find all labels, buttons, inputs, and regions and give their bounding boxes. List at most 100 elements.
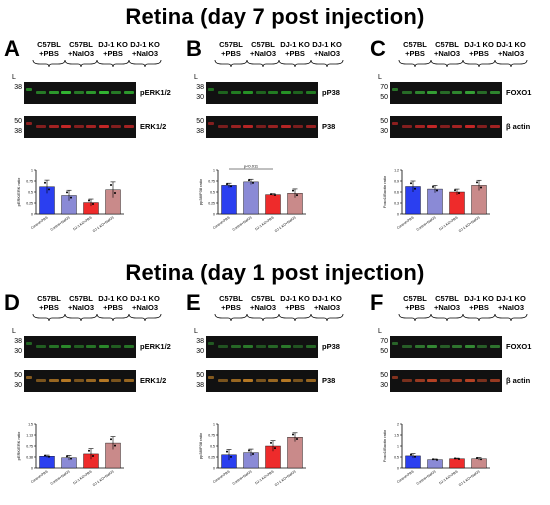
lane-label: C57BL +PBS xyxy=(219,294,243,312)
mw-marker: 38 xyxy=(196,84,204,91)
x-tick-label: DJ-1 KO+NaIO3 xyxy=(458,469,481,487)
brace-path xyxy=(214,59,248,67)
blot-label-top: pERK1/2 xyxy=(140,88,171,97)
data-point xyxy=(454,457,456,460)
blot-top xyxy=(390,336,502,358)
panel-letter: A xyxy=(4,36,20,61)
panel-d: D C57BL +PBS C57BL +NaIO3 DJ-1 KO +PBS DJ-1 … xyxy=(4,290,184,505)
protein-band xyxy=(439,345,450,348)
protein-band xyxy=(452,379,462,382)
brace-path xyxy=(64,313,98,321)
mw-marker: 50 xyxy=(14,372,22,379)
protein-band xyxy=(48,91,59,94)
lane-label: DJ-1 KO +PBS xyxy=(464,40,494,58)
protein-band xyxy=(280,91,291,94)
lane-label: DJ-1 KO +NaIO3 xyxy=(312,294,342,312)
x-tick-label: DJ-1 KO+PBS xyxy=(438,469,459,485)
protein-band xyxy=(439,91,450,94)
blot-top xyxy=(390,82,502,104)
lane-brace xyxy=(494,313,528,321)
bar xyxy=(265,194,281,215)
lane-label: C57BL +NaIO3 xyxy=(433,294,461,312)
blot-label-top: FOXO1 xyxy=(506,342,532,351)
data-point xyxy=(414,187,416,190)
x-tick-label: DJ-1 KO+PBS xyxy=(254,215,275,231)
brace-path xyxy=(398,59,432,67)
lane-label: DJ-1 KO +PBS xyxy=(280,40,310,58)
mw-marker: 70 xyxy=(380,338,388,345)
protein-band xyxy=(489,125,500,128)
y-tick-label: 0 xyxy=(213,213,215,217)
bar xyxy=(427,188,443,215)
lane-label: DJ-1 KO +NaIO3 xyxy=(130,40,160,58)
data-point xyxy=(270,193,272,196)
protein-band xyxy=(98,379,109,382)
y-axis-label: pERK/ERK ratio xyxy=(16,177,21,206)
lane-brace xyxy=(128,313,162,321)
brace-path xyxy=(32,59,66,67)
bar xyxy=(221,185,237,215)
mw-marker: 38 xyxy=(14,84,22,91)
blot-top xyxy=(206,82,318,104)
y-tick-label: 1 xyxy=(213,423,215,427)
lane-header: C57BL +PBS C57BL +NaIO3 DJ-1 KO +PBS DJ-1 K… xyxy=(32,40,172,73)
mw-marker: 30 xyxy=(14,348,22,355)
blot-label-top: pP38 xyxy=(322,88,340,97)
data-point xyxy=(454,189,456,192)
y-tick-label: 1 xyxy=(213,169,215,173)
lane-brace xyxy=(430,59,464,67)
panel-f: F C57BL +PBS C57BL +NaIO3 DJ-1 KO +PBS DJ-1 … xyxy=(370,290,550,505)
protein-band xyxy=(464,345,475,348)
brace-path xyxy=(246,59,280,67)
lane-header: C57BL +PBS C57BL +NaIO3 DJ-1 KO +PBS DJ-1 K… xyxy=(214,40,354,73)
y-tick-label: 0.5 xyxy=(394,456,399,460)
x-tick-label: DJ-1 KO+PBS xyxy=(438,215,459,231)
data-point xyxy=(252,453,254,456)
protein-band xyxy=(255,125,266,128)
brace-path xyxy=(32,313,66,321)
lane-brace xyxy=(462,59,496,67)
data-point xyxy=(248,449,250,452)
protein-band xyxy=(36,125,46,128)
lane-brace xyxy=(128,59,162,67)
mw-marker: 38 xyxy=(14,128,22,135)
x-tick-label: DJ-1 KO+NaIO3 xyxy=(274,215,297,233)
blot-label-bottom: β actin xyxy=(506,376,531,385)
ladder-band xyxy=(208,88,214,91)
ladder-band xyxy=(208,342,214,345)
lane-label: C57BL +NaIO3 xyxy=(67,294,95,312)
ladder-label: L xyxy=(12,74,16,81)
lane-label: C57BL +NaIO3 xyxy=(67,40,95,58)
lane-label: DJ-1 KO +NaIO3 xyxy=(312,40,342,58)
x-tick-label: DJ-1 KO+NaIO3 xyxy=(274,469,297,487)
lane-label: C57BL +NaIO3 xyxy=(249,40,277,58)
protein-band xyxy=(218,91,228,94)
mw-marker: 50 xyxy=(196,118,204,125)
y-tick-label: 0.25 xyxy=(208,202,215,206)
lane-label: DJ-1 KO +PBS xyxy=(98,294,128,312)
mw-marker: 50 xyxy=(380,372,388,379)
brace-path xyxy=(96,313,130,321)
brace-path xyxy=(278,59,312,67)
brace-path xyxy=(430,59,464,67)
y-tick-label: 1.5 xyxy=(394,434,399,438)
protein-band xyxy=(439,379,450,382)
lane-header: C57BL +PBS C57BL +NaIO3 DJ-1 KO +PBS DJ-1 K… xyxy=(398,294,538,327)
data-point xyxy=(44,181,46,184)
ladder-band xyxy=(392,122,398,125)
data-point xyxy=(110,184,112,187)
data-point xyxy=(88,449,90,452)
protein-band xyxy=(123,345,134,348)
lane-label: DJ-1 KO +PBS xyxy=(280,294,310,312)
data-point xyxy=(476,181,478,184)
protein-band xyxy=(489,379,500,382)
protein-band xyxy=(111,125,121,128)
lane-label: DJ-1 KO +PBS xyxy=(98,40,128,58)
lane-brace xyxy=(278,59,312,67)
protein-band xyxy=(111,91,121,94)
y-tick-label: 0.3 xyxy=(394,202,399,206)
lane-label: C57BL +NaIO3 xyxy=(249,294,277,312)
bar xyxy=(287,437,303,469)
x-tick-label: Control+NaIO3 xyxy=(232,215,253,231)
